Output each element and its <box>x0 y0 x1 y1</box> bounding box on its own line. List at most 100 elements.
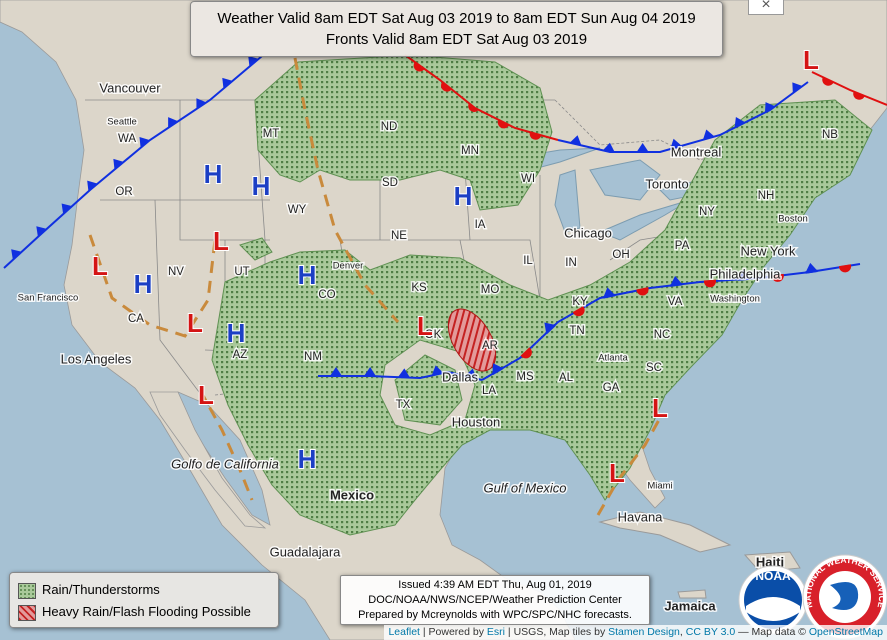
header-line: Fronts Valid 8am EDT Sat Aug 03 2019 <box>325 31 588 48</box>
close-button[interactable]: × <box>748 0 784 15</box>
front-symbol <box>330 367 342 376</box>
front-symbol <box>497 119 510 129</box>
map-label: AR <box>482 340 498 352</box>
cuba <box>598 511 732 553</box>
attribution-link[interactable]: OpenStreetMap <box>808 626 883 638</box>
attribution-text: , <box>679 626 686 638</box>
map-label: WY <box>288 204 307 216</box>
attribution-link[interactable]: Leaflet <box>388 626 420 638</box>
noaa-gull <box>746 597 800 621</box>
logos: NOAA NATIONAL WEATHER SERVICE <box>738 554 887 640</box>
map-label: Havana <box>618 509 664 524</box>
map-label: Jamaica <box>664 598 716 613</box>
front-symbol <box>113 158 124 170</box>
map-label: MS <box>516 371 534 383</box>
map-label: ND <box>381 121 398 133</box>
front-symbol <box>87 180 98 192</box>
front-symbol <box>431 365 444 376</box>
map-label: NC <box>654 329 671 341</box>
map-label: IA <box>475 219 486 231</box>
trough <box>293 57 400 323</box>
map-label: NM <box>304 351 322 363</box>
legend-label: Rain/Thunderstorms <box>42 582 160 597</box>
front-symbol <box>702 129 715 140</box>
front-symbol <box>521 348 532 359</box>
front-symbol <box>805 262 818 273</box>
pressure-center: H <box>252 171 271 201</box>
map-label: Golfo de California <box>171 456 279 471</box>
map-label: TN <box>569 325 584 337</box>
front-symbol <box>492 363 503 374</box>
front-symbol <box>764 102 776 113</box>
map-label: AZ <box>233 349 248 361</box>
map-label: Miami <box>647 481 672 492</box>
trough <box>198 389 254 501</box>
pressure-center: H <box>204 159 223 189</box>
map-label: VA <box>668 296 683 308</box>
front-symbol <box>196 98 207 110</box>
front-symbol <box>529 132 542 140</box>
map-label: OH <box>612 249 629 261</box>
front-symbol <box>441 81 452 92</box>
legend: Rain/Thunderstorms Heavy Rain/Flash Floo… <box>9 572 279 628</box>
map-label: MO <box>481 284 500 296</box>
map-label: Washington <box>710 294 760 305</box>
map-label: SC <box>646 362 662 374</box>
map-label: NV <box>168 266 184 278</box>
issued-line: Issued 4:39 AM EDT Thu, Aug 01, 2019 <box>398 579 592 591</box>
front-symbol <box>364 367 376 377</box>
map-label: GA <box>603 382 620 394</box>
attribution-link[interactable]: Esri <box>486 626 506 638</box>
map-label: Chicago <box>564 225 612 240</box>
front-symbol <box>573 307 585 317</box>
front-symbol <box>468 103 479 112</box>
map-label: IL <box>523 255 533 267</box>
front-symbol <box>839 265 852 273</box>
map-label: Toronto <box>645 176 688 191</box>
front-symbol <box>11 249 22 260</box>
front-symbol <box>61 203 73 215</box>
front-symbol <box>222 77 233 89</box>
trough <box>88 234 217 338</box>
nws-swirl <box>830 581 859 611</box>
issued-line: Prepared by Mcreynolds with WPC/SPC/NHC … <box>358 609 632 621</box>
map-label: TX <box>396 399 411 411</box>
map-label: CO <box>318 289 335 301</box>
map-label: NY <box>699 206 715 218</box>
map-label: NE <box>391 230 407 242</box>
front-symbol <box>603 287 616 298</box>
labels: Vancouver Seattle WA OR San Francisco CA NV UT C… <box>16 79 840 615</box>
front-symbol <box>464 368 477 379</box>
pressure-center: L <box>417 311 433 341</box>
map-label: Boston <box>778 214 808 225</box>
front-symbol <box>36 226 47 237</box>
warm-front <box>811 71 887 106</box>
issued-box: Issued 4:39 AM EDT Thu, Aug 01, 2019 DOC… <box>340 575 650 625</box>
map-label: Vancouver <box>99 80 161 95</box>
front-symbol <box>704 280 717 288</box>
pressure-center: L <box>803 45 819 75</box>
map-label: Philadelphia <box>710 266 782 281</box>
map-label: Los Angeles <box>61 351 132 366</box>
front-symbol <box>248 55 259 67</box>
attribution-text: | Powered by <box>419 626 487 638</box>
map-label: MT <box>263 128 280 140</box>
hispaniola <box>743 551 801 573</box>
attribution-link[interactable]: CC BY 3.0 <box>685 626 736 638</box>
map-label: KY <box>572 296 588 308</box>
pressure-center: H <box>298 260 317 290</box>
header-line: Weather Valid 8am EDT Sat Aug 03 2019 to… <box>217 10 696 27</box>
attribution-link[interactable]: Stamen Design <box>608 626 680 638</box>
map-label: NB <box>822 129 838 141</box>
map-label: OK <box>425 329 442 341</box>
legend-item: Rain/Thunderstorms <box>18 580 160 600</box>
pressure-center: H <box>134 269 153 299</box>
rain-areas <box>211 54 873 536</box>
pressure-center: H <box>298 444 317 474</box>
issued-line: DOC/NOAA/NWS/NCEP/Weather Prediction Cen… <box>368 594 622 606</box>
trough <box>596 417 662 516</box>
map-label: SD <box>382 177 398 189</box>
